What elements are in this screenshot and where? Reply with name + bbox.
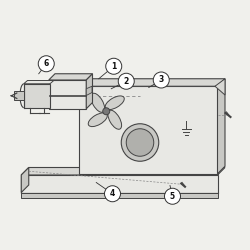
Polygon shape (21, 168, 29, 192)
Circle shape (106, 58, 122, 74)
Polygon shape (86, 74, 92, 109)
Polygon shape (49, 74, 92, 80)
Ellipse shape (88, 113, 107, 126)
Polygon shape (21, 168, 225, 175)
Ellipse shape (105, 96, 124, 110)
Text: 4: 4 (110, 189, 115, 198)
Polygon shape (49, 80, 86, 109)
Polygon shape (24, 80, 54, 84)
Circle shape (104, 186, 120, 202)
Circle shape (164, 188, 180, 204)
Polygon shape (14, 91, 24, 100)
Circle shape (103, 108, 110, 115)
Ellipse shape (108, 110, 122, 129)
Text: 6: 6 (44, 59, 49, 68)
Polygon shape (21, 175, 218, 192)
Circle shape (153, 72, 169, 88)
Circle shape (118, 73, 134, 89)
Polygon shape (21, 192, 218, 198)
Polygon shape (79, 86, 217, 174)
Polygon shape (218, 79, 225, 174)
Text: 1: 1 (111, 62, 116, 71)
Circle shape (126, 129, 154, 156)
Ellipse shape (91, 93, 104, 112)
Polygon shape (86, 86, 92, 96)
Text: 5: 5 (170, 192, 175, 201)
Text: 3: 3 (159, 76, 164, 84)
Circle shape (38, 56, 54, 72)
Polygon shape (215, 79, 225, 95)
Circle shape (121, 124, 159, 161)
Text: 2: 2 (124, 77, 129, 86)
Polygon shape (24, 84, 50, 108)
Polygon shape (79, 79, 225, 86)
